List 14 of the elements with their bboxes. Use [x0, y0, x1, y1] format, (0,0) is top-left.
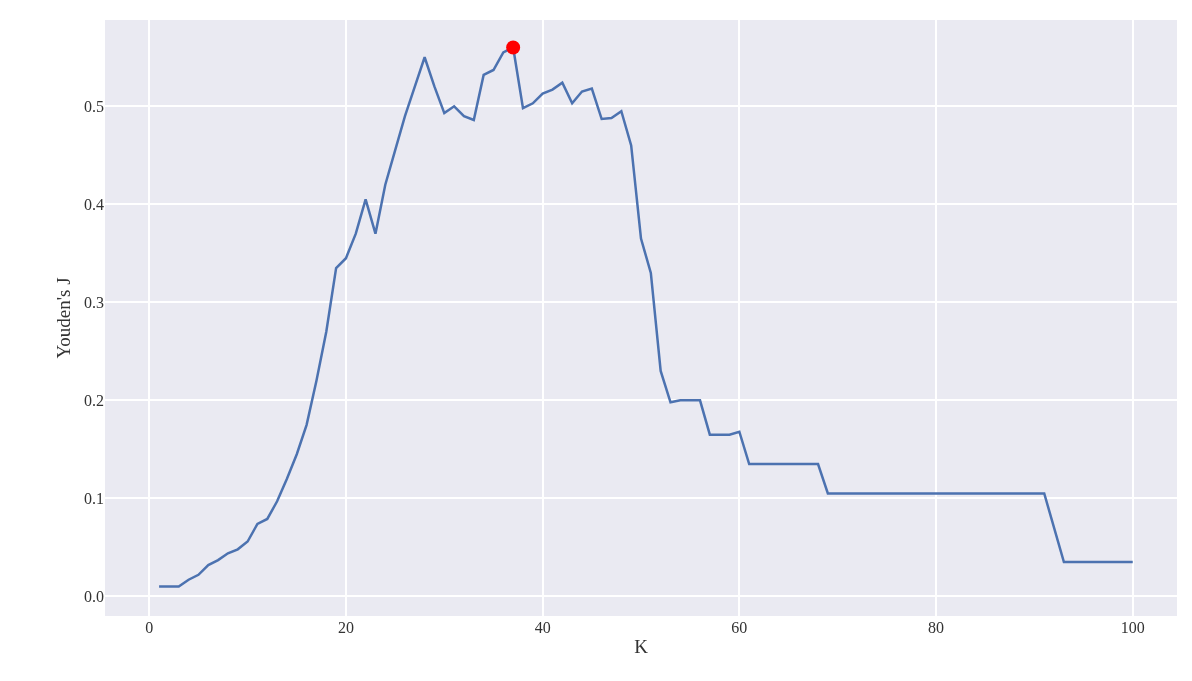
y-tick-label: 0.1	[84, 489, 104, 507]
x-tick-label: 100	[1120, 619, 1145, 636]
y-tick-label: 0.0	[84, 587, 104, 605]
x-tick-label: 80	[928, 619, 945, 636]
y-tick-label: 0.2	[84, 391, 104, 409]
y-tick-label: 0.5	[84, 97, 104, 115]
x-tick-label: 0	[145, 619, 154, 636]
y-axis-title: Youden's J	[52, 277, 74, 359]
x-tick-label: 40	[534, 619, 551, 636]
x-axis-title: K	[634, 635, 649, 657]
x-tick-label: 20	[337, 619, 354, 636]
x-tick-label: 60	[731, 619, 748, 636]
y-tick-label: 0.3	[84, 293, 104, 311]
y-tick-label: 0.4	[84, 195, 104, 213]
